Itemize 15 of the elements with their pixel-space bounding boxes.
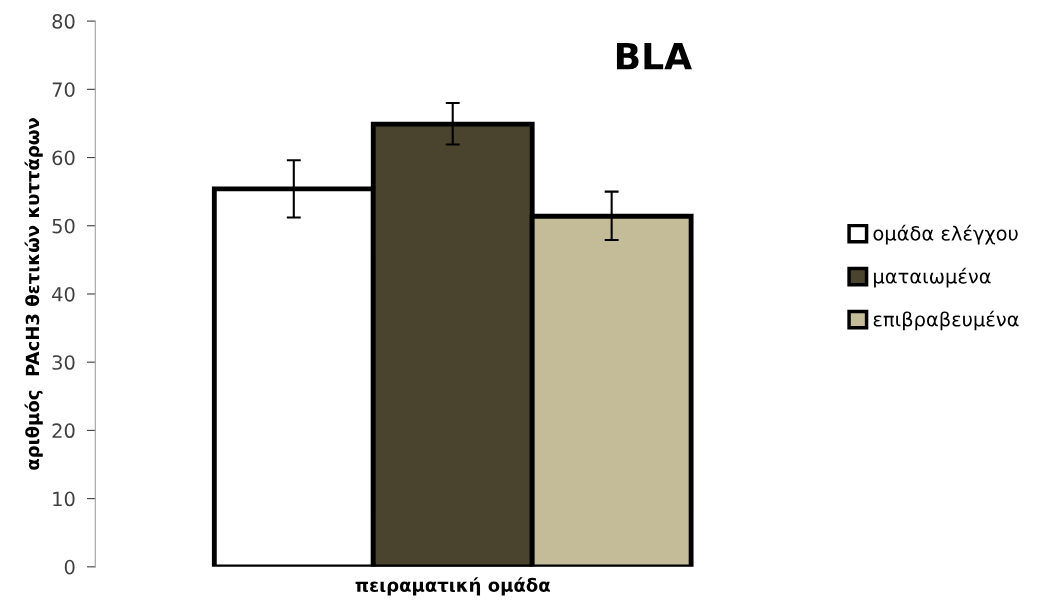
y-tick-label: 80 <box>52 14 75 29</box>
y-tick-label: 60 <box>52 150 75 166</box>
y-tick-label: 30 <box>52 355 75 370</box>
y-tick-label: 70 <box>52 82 75 97</box>
legend-label: επιβραβευμένα <box>873 310 1019 331</box>
y-tick-label: 0 <box>64 559 75 575</box>
y-tick-label: 20 <box>52 423 75 439</box>
legend-label: ματαιωμένα <box>874 267 991 288</box>
chart-title: BLA <box>616 42 692 70</box>
y-tick-label: 10 <box>53 491 75 507</box>
y-tick-label: 50 <box>52 218 75 234</box>
legend-label: ομάδα ελέγχου <box>873 224 1018 245</box>
x-axis-title: πειραματική ομάδα <box>355 577 550 596</box>
y-axis-title: αριθμός PAcH3 θετικών κυττάρων <box>24 118 43 470</box>
y-tick-label: 40 <box>52 286 75 302</box>
